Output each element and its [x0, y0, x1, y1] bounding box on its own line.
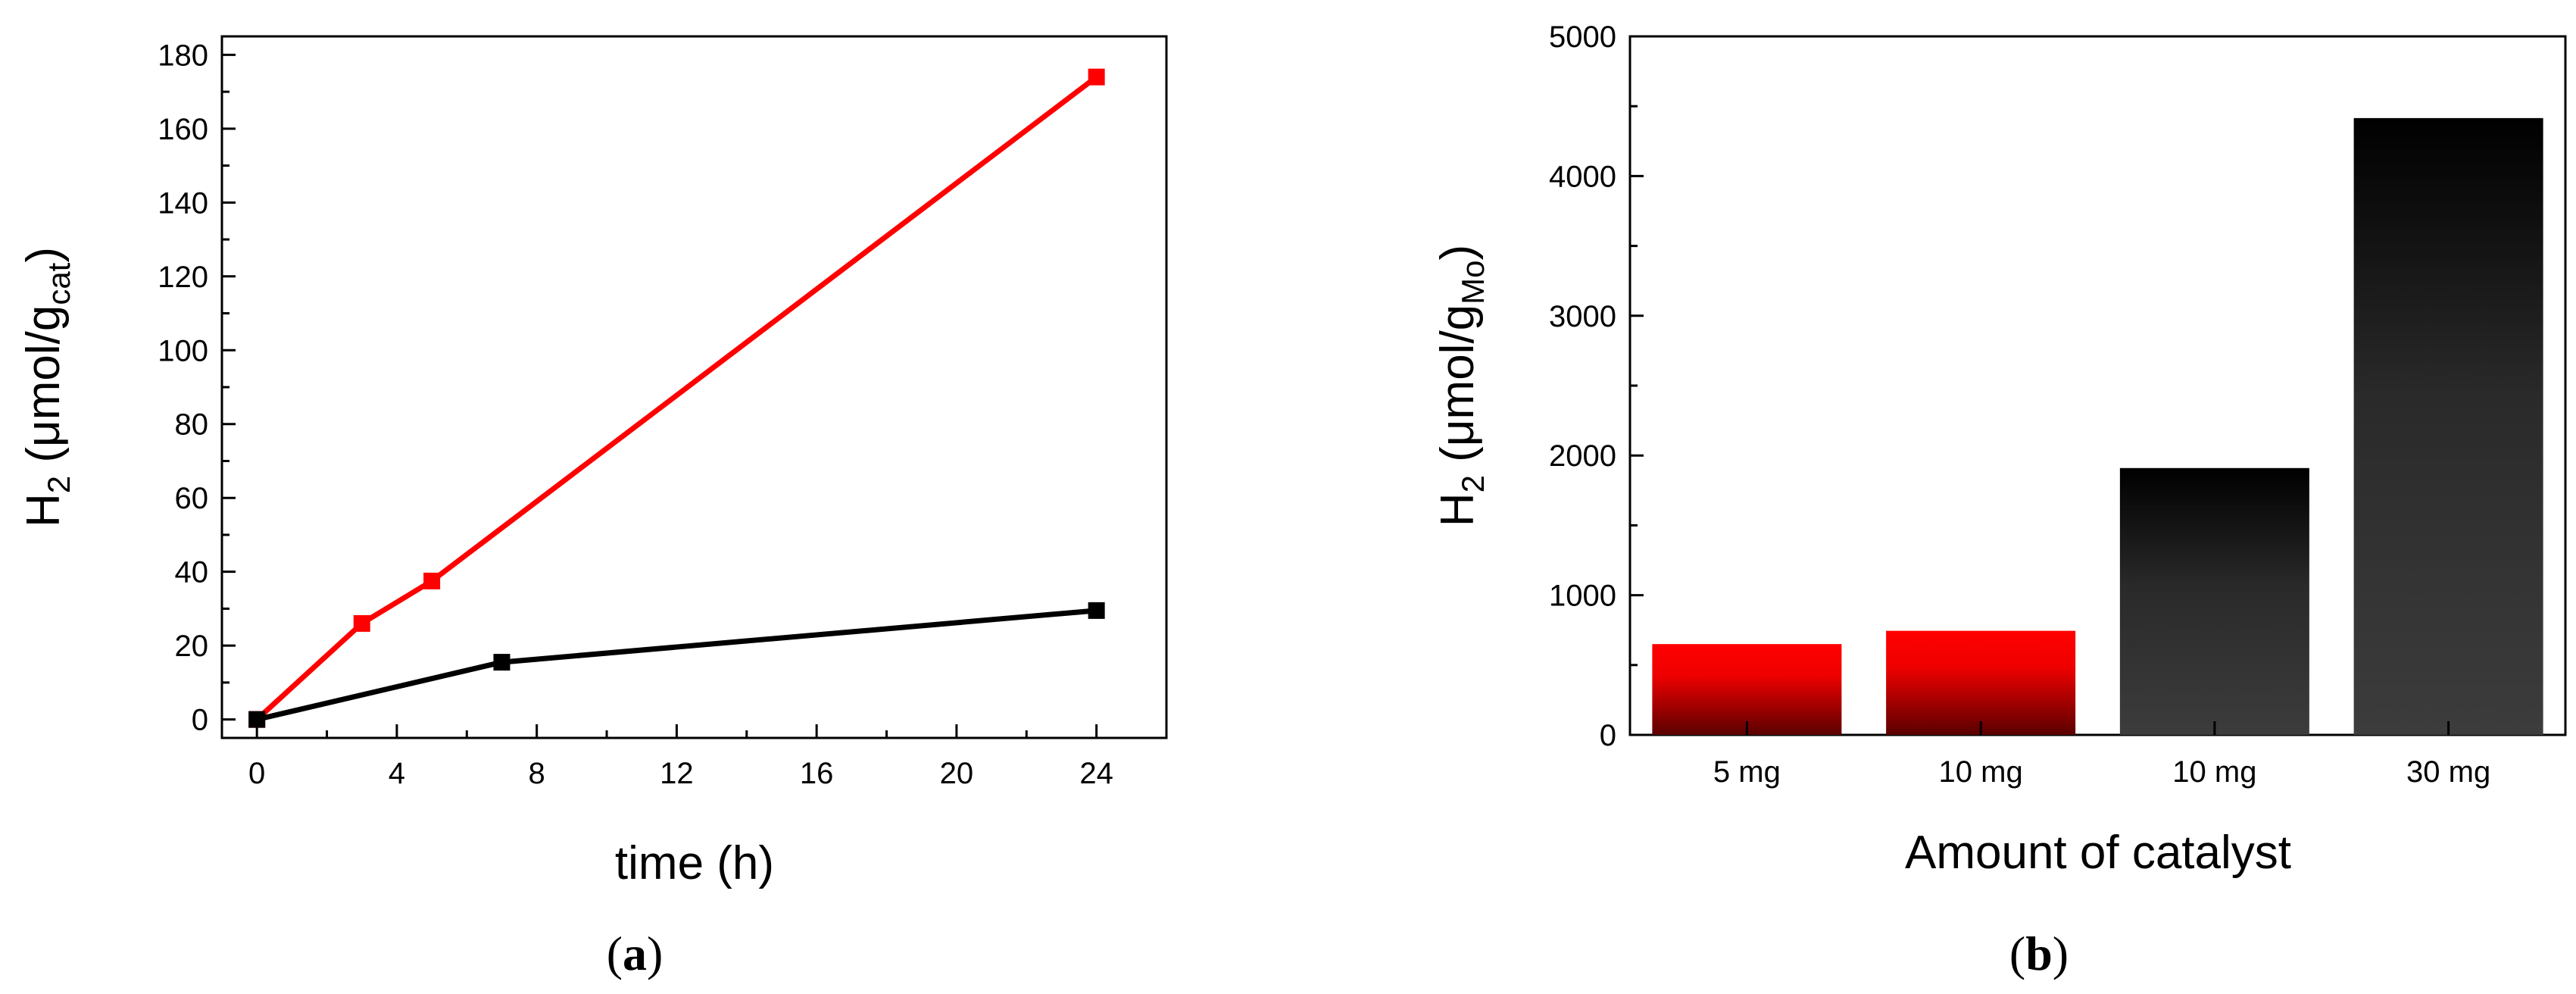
- x-axis-title-a: time (h): [615, 837, 774, 889]
- x-axis-b: 5 mg 10 mg 10 mg 30 mg: [1713, 721, 2490, 789]
- y-axis-a: 0 20 40 60 80 100 120 140 160 180: [158, 39, 236, 737]
- panel-label-b: (b): [2009, 927, 2069, 980]
- y-tick-label-a: 160: [158, 113, 208, 146]
- y-axis-title-a: H2 (μmol/gcat): [17, 247, 76, 527]
- y-tick-label-a: 0: [192, 704, 208, 737]
- x-tick-label-a: 8: [529, 757, 545, 790]
- y-tick-label-b: 0: [1600, 719, 1616, 752]
- y-tick-label-a: 100: [158, 334, 208, 367]
- x-axis-a: 0 4 8 12 16 20 24: [248, 724, 1113, 790]
- bar-chart-panel-b: 0 1000 2000 3000 4000 5000 5 mg 10 mg 10 mg 30 m…: [1432, 20, 2567, 980]
- bar: [1652, 644, 1842, 735]
- y-axis-b: 0 1000 2000 3000 4000 5000: [1549, 20, 1644, 752]
- y-tick-label-a: 140: [158, 186, 208, 220]
- x-tick-label-a: 0: [248, 757, 265, 790]
- panel-label-a: (a): [607, 927, 664, 980]
- x-tick-label-b: 5 mg: [1713, 755, 1781, 789]
- data-point-red: [1088, 68, 1105, 86]
- series-line-red: [254, 74, 1098, 722]
- y-tick-label-b: 5000: [1549, 20, 1616, 54]
- y-axis-title-b: H2 (μmol/gMo): [1432, 245, 1491, 527]
- series-line-black: [256, 608, 1097, 723]
- y-tick-label-b: 3000: [1549, 300, 1616, 333]
- x-tick-label-a: 20: [940, 757, 974, 790]
- y-tick-label-a: 60: [175, 482, 209, 515]
- bar: [1886, 630, 2076, 735]
- y-tick-label-a: 120: [158, 261, 208, 294]
- bar: [2353, 117, 2543, 735]
- y-tick-label-b: 4000: [1549, 160, 1616, 193]
- bars-b: [1652, 117, 2543, 735]
- data-point-black: [1088, 602, 1105, 619]
- data-point-red: [423, 572, 441, 589]
- x-tick-label-b: 10 mg: [1939, 755, 2023, 789]
- data-point-black: [493, 654, 511, 671]
- data-point-red: [353, 614, 370, 632]
- plot-frame-a: [220, 35, 1168, 739]
- x-tick-label-a: 24: [1079, 757, 1113, 790]
- bar: [2119, 467, 2309, 735]
- y-tick-label-a: 20: [175, 630, 209, 663]
- y-tick-label-a: 40: [175, 556, 209, 589]
- y-tick-label-a: 80: [175, 408, 209, 442]
- x-tick-label-a: 16: [800, 757, 834, 790]
- x-tick-label-a: 12: [660, 757, 694, 790]
- line-chart-panel-a: 0 20 40 60 80 100 120 140 160 180 0 4 8 12 16 20 24 tim…: [17, 35, 1168, 980]
- x-axis-title-b: Amount of catalyst: [1905, 827, 2291, 879]
- y-tick-label-a: 180: [158, 39, 208, 72]
- series-group-a: [248, 68, 1105, 728]
- y-tick-label-b: 2000: [1549, 439, 1616, 473]
- x-tick-label-b: 10 mg: [2172, 755, 2256, 789]
- y-tick-label-b: 1000: [1549, 580, 1616, 613]
- x-tick-label-a: 4: [389, 757, 405, 790]
- data-point-black: [248, 711, 266, 728]
- x-tick-label-b: 30 mg: [2406, 755, 2490, 789]
